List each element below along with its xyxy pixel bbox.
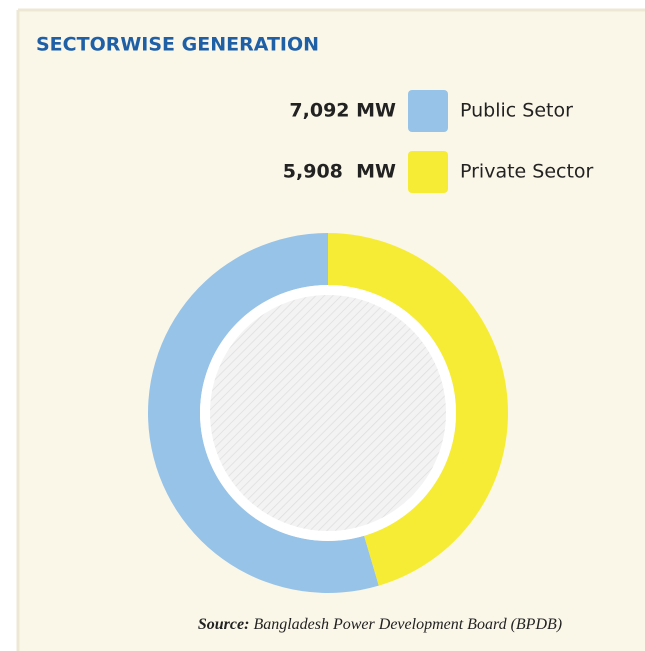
donut-center [210,295,446,531]
source: Source: Bangladesh Power Development Boar… [198,616,562,633]
legend-swatch [408,90,448,132]
donut-segment [148,233,379,593]
legend-value: 5,908 MW [283,161,396,183]
donut [148,233,508,593]
source-label: Source: [198,616,250,633]
legend-value: 7,092 MW [289,100,396,122]
chart-title: SECTORWISE GENERATION [36,34,319,56]
legend: 7,092 MW Public Setor 5,908 MW Private Sect… [283,90,594,193]
source-text: Bangladesh Power Development Board (BPDB… [253,616,562,633]
legend-label: Public Setor [460,100,573,122]
donut-segment [328,233,508,586]
legend-swatch [408,151,448,193]
legend-label: Private Sector [460,161,594,183]
